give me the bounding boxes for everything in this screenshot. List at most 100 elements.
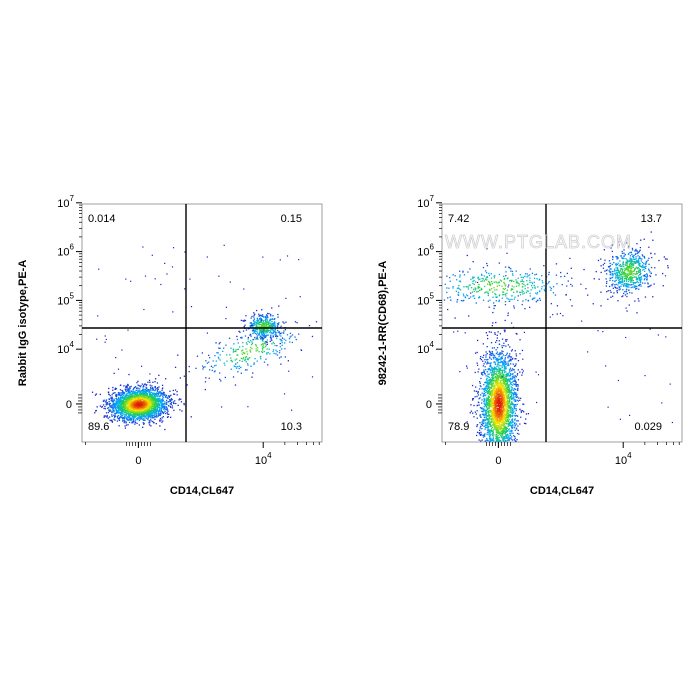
event-dot bbox=[274, 333, 276, 336]
event-dot bbox=[159, 409, 161, 412]
event-dot bbox=[495, 367, 497, 369]
event-dot bbox=[131, 398, 133, 400]
event-dot bbox=[272, 325, 274, 327]
event-dot bbox=[117, 400, 119, 402]
event-dot bbox=[109, 404, 111, 406]
event-dot bbox=[153, 410, 156, 412]
event-dot bbox=[150, 413, 152, 415]
event-dot bbox=[263, 361, 266, 363]
event-dot bbox=[485, 402, 487, 404]
event-dot bbox=[156, 390, 159, 392]
event-dot bbox=[493, 368, 496, 370]
event-dot bbox=[229, 354, 231, 356]
event-dot bbox=[494, 373, 496, 375]
event-dot bbox=[241, 360, 243, 362]
event-dot bbox=[170, 406, 172, 408]
event-dot bbox=[218, 343, 220, 345]
event-dot bbox=[471, 384, 474, 387]
event-dot bbox=[499, 406, 501, 408]
event-dot bbox=[483, 398, 485, 401]
event-dot bbox=[120, 416, 122, 419]
event-dot bbox=[486, 362, 488, 364]
event-dot bbox=[501, 410, 503, 412]
event-dot bbox=[127, 402, 129, 404]
event-dot bbox=[136, 397, 138, 399]
event-dot bbox=[130, 405, 132, 407]
event-dot bbox=[490, 439, 492, 441]
event-dot bbox=[219, 354, 221, 356]
event-dot bbox=[213, 371, 216, 373]
event-dot bbox=[140, 409, 142, 411]
event-dot bbox=[153, 395, 155, 398]
event-dot bbox=[266, 328, 268, 331]
event-dot bbox=[129, 408, 131, 410]
event-dot bbox=[270, 338, 272, 340]
event-dot bbox=[492, 389, 494, 391]
event-dot bbox=[148, 416, 150, 418]
event-dot bbox=[153, 412, 155, 414]
event-dot bbox=[512, 432, 514, 434]
event-dot bbox=[123, 405, 125, 407]
event-dot bbox=[485, 379, 488, 381]
event-dot bbox=[139, 412, 141, 414]
event-dot bbox=[132, 416, 134, 419]
event-dot bbox=[152, 392, 154, 394]
event-dot bbox=[509, 409, 511, 411]
event-dot bbox=[141, 404, 144, 407]
event-dot bbox=[252, 332, 254, 335]
event-dot bbox=[145, 402, 148, 404]
event-dot bbox=[149, 395, 151, 397]
event-dot bbox=[157, 415, 159, 417]
event-dot bbox=[149, 409, 151, 412]
event-dot bbox=[142, 396, 145, 398]
event-dot bbox=[500, 361, 502, 363]
event-dot bbox=[126, 392, 128, 395]
event-dot bbox=[480, 440, 482, 442]
event-dot bbox=[279, 334, 281, 336]
event-dot bbox=[125, 401, 127, 403]
event-dot bbox=[494, 409, 496, 412]
event-dot bbox=[151, 405, 153, 407]
event-dot bbox=[504, 358, 506, 360]
event-dot bbox=[150, 417, 152, 419]
event-dot bbox=[132, 391, 134, 393]
event-dot bbox=[145, 416, 147, 418]
event-dot bbox=[494, 399, 496, 402]
event-dot bbox=[142, 414, 144, 416]
event-dot bbox=[515, 423, 518, 425]
event-dot bbox=[502, 363, 505, 365]
event-dot bbox=[116, 420, 119, 422]
event-dot bbox=[135, 412, 137, 414]
event-dot bbox=[132, 422, 134, 424]
event-dot bbox=[265, 321, 267, 323]
event-dot bbox=[166, 273, 168, 275]
event-dot bbox=[511, 439, 513, 441]
event-dot bbox=[500, 382, 503, 384]
event-dot bbox=[262, 346, 264, 348]
event-dot bbox=[130, 399, 132, 402]
event-dot bbox=[504, 331, 506, 333]
event-dot bbox=[498, 361, 500, 363]
event-dot bbox=[516, 333, 518, 335]
event-dot bbox=[506, 352, 508, 354]
event-dot bbox=[149, 393, 151, 395]
event-dot bbox=[144, 395, 146, 398]
event-dot bbox=[154, 386, 156, 388]
event-dot bbox=[490, 399, 492, 402]
event-dot bbox=[152, 411, 154, 413]
event-dot bbox=[111, 414, 113, 416]
event-dot bbox=[240, 319, 242, 321]
event-dot bbox=[482, 436, 485, 438]
event-dot bbox=[112, 407, 114, 409]
event-dot bbox=[231, 361, 233, 363]
event-dot bbox=[141, 411, 144, 414]
event-dot bbox=[484, 428, 486, 430]
event-dot bbox=[233, 351, 235, 353]
event-dot bbox=[141, 401, 144, 403]
event-dot bbox=[282, 321, 284, 323]
event-dot bbox=[512, 396, 514, 398]
event-dot bbox=[250, 339, 252, 342]
event-dot bbox=[518, 397, 520, 399]
event-dot bbox=[263, 326, 265, 328]
event-dot bbox=[144, 413, 146, 415]
